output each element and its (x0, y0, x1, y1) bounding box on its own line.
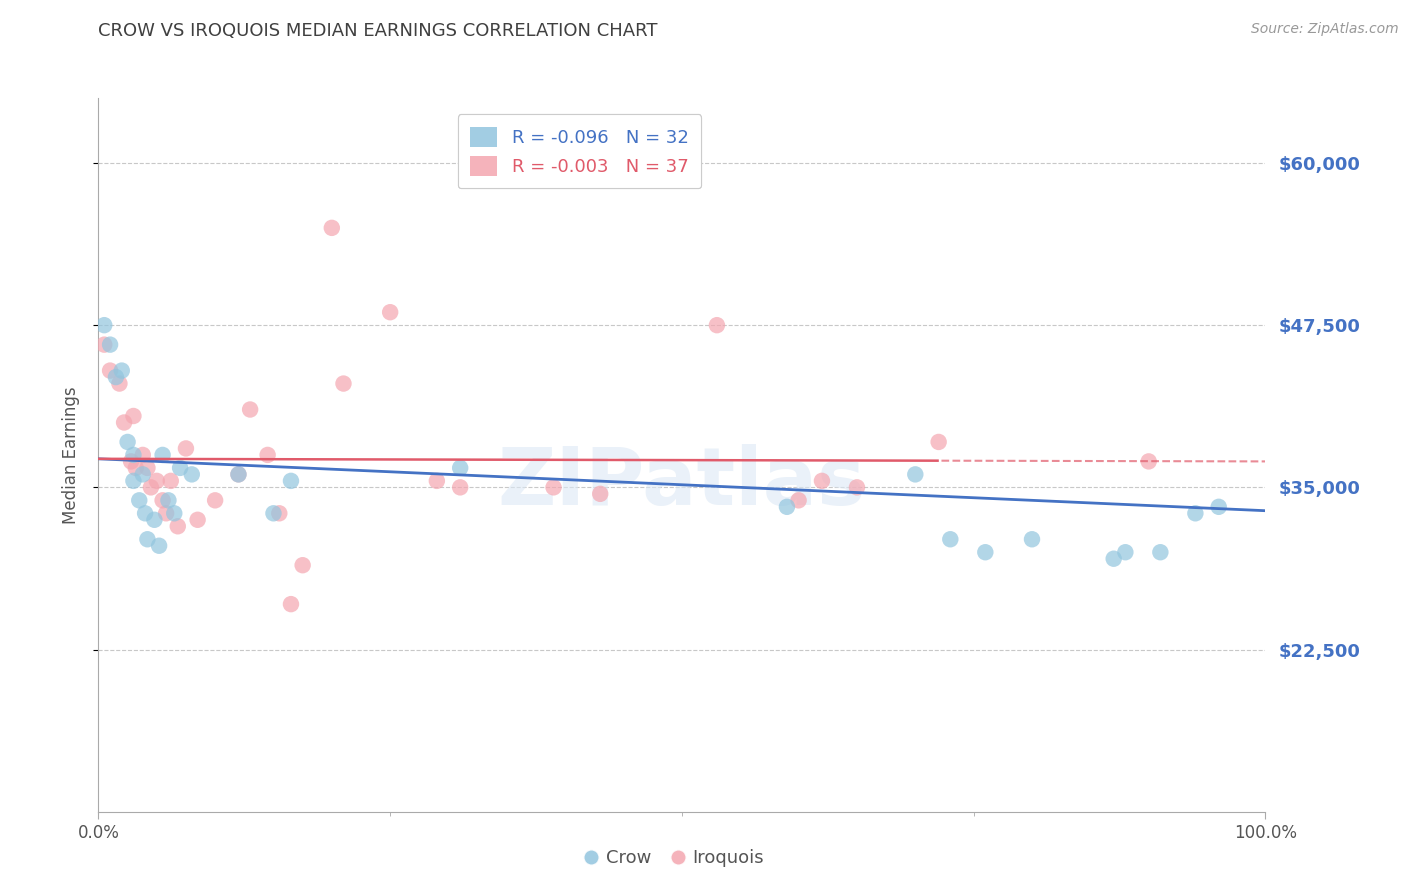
Point (239, 402, 262, 417)
Point (128, 493, 150, 508)
Point (132, 448, 155, 462)
Point (104, 370, 127, 384)
Point (589, 487, 612, 501)
Point (155, 506, 177, 520)
Point (269, 506, 291, 520)
Point (169, 461, 191, 475)
Point (228, 467, 250, 482)
Point (98, 337, 121, 351)
Point (111, 363, 134, 377)
Legend: R = -0.096   N = 32, R = -0.003   N = 37: R = -0.096 N = 32, R = -0.003 N = 37 (457, 114, 702, 188)
Point (256, 448, 278, 462)
Point (449, 480, 471, 494)
Point (1021, 533, 1043, 547)
Point (136, 461, 159, 475)
Point (1102, 551, 1125, 566)
Point (904, 467, 927, 482)
Point (132, 467, 155, 482)
Point (1114, 545, 1136, 559)
Point (152, 448, 174, 462)
Point (159, 474, 181, 488)
Text: ZIPatlas: ZIPatlas (498, 444, 866, 523)
Point (117, 434, 139, 449)
Point (291, 558, 314, 573)
Point (93, 337, 115, 351)
Text: CROW VS IROQUOIS MEDIAN EARNINGS CORRELATION CHART: CROW VS IROQUOIS MEDIAN EARNINGS CORRELA… (98, 22, 658, 40)
Point (280, 474, 302, 488)
Point (543, 480, 565, 494)
Point (93, 318, 115, 333)
Point (134, 506, 156, 520)
Point (157, 493, 180, 508)
Point (125, 461, 148, 475)
Point (787, 493, 810, 508)
Point (98, 363, 121, 377)
Point (776, 500, 799, 514)
Point (280, 597, 302, 611)
Point (187, 513, 209, 527)
Point (120, 454, 142, 468)
Point (426, 474, 449, 488)
Point (378, 305, 402, 319)
Point (146, 474, 169, 488)
Point (1137, 454, 1160, 468)
Point (166, 519, 188, 533)
Point (706, 318, 728, 333)
Point (449, 461, 471, 475)
Point (846, 480, 869, 494)
Point (143, 513, 166, 527)
Point (180, 467, 202, 482)
Point (174, 442, 197, 456)
Point (122, 474, 145, 488)
Point (152, 493, 174, 508)
Point (974, 545, 997, 559)
Point (136, 533, 159, 547)
Point (1208, 500, 1230, 514)
Legend: Crow, Iroquois: Crow, Iroquois (578, 842, 772, 874)
Point (122, 448, 145, 462)
Point (163, 506, 186, 520)
Point (204, 493, 226, 508)
Point (262, 506, 284, 520)
Point (1184, 506, 1206, 520)
Point (928, 434, 950, 449)
Point (1149, 545, 1171, 559)
Y-axis label: Median Earnings: Median Earnings (62, 386, 80, 524)
Point (939, 533, 962, 547)
Point (332, 376, 354, 391)
Point (122, 409, 145, 423)
Text: Source: ZipAtlas.com: Source: ZipAtlas.com (1251, 22, 1399, 37)
Point (321, 220, 343, 235)
Point (112, 416, 135, 430)
Point (228, 467, 250, 482)
Point (811, 474, 834, 488)
Point (108, 376, 131, 391)
Point (148, 539, 170, 553)
Point (139, 480, 162, 494)
